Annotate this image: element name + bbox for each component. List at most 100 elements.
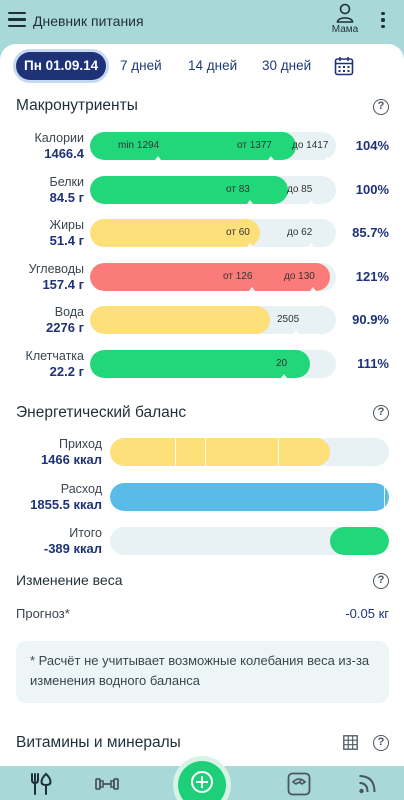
marker-tick xyxy=(310,287,316,291)
macro-target-marker: 20 xyxy=(276,358,288,369)
calendar-icon[interactable] xyxy=(334,56,354,76)
macro-value: 157.4 г xyxy=(42,277,84,292)
macro-percent: 90.9% xyxy=(352,312,389,327)
macro-value: 1466.4 xyxy=(44,146,84,161)
macro-value: 84.5 г xyxy=(49,190,84,205)
macro-percent: 121% xyxy=(355,269,389,284)
macro-name: Жиры xyxy=(49,218,84,232)
energy-help-icon[interactable]: ? xyxy=(373,405,389,421)
energy-label: Расход 1855.5 ккал xyxy=(14,482,102,512)
tab-30-days[interactable]: 30 дней xyxy=(262,58,312,73)
macro-target-marker: min 1294 xyxy=(118,140,160,151)
macro-percent: 85.7% xyxy=(352,225,389,240)
macro-label: Клетчатка 22.2 г xyxy=(16,349,84,379)
energy-progress-fill xyxy=(330,527,389,555)
energy-progress-fill xyxy=(110,483,389,511)
vitamins-title: Витамины и минералы xyxy=(16,734,181,751)
dumbbell-icon[interactable] xyxy=(92,770,122,798)
person-icon xyxy=(336,3,354,23)
macro-target-marker: до 1417 xyxy=(292,140,329,151)
profile-label: Мама xyxy=(331,24,359,35)
macro-progress-fill xyxy=(90,176,288,204)
marker-tick xyxy=(281,374,287,378)
macro-percent: 100% xyxy=(355,182,389,197)
profile-button[interactable]: Мама xyxy=(328,3,362,41)
energy-value: -389 ккал xyxy=(43,541,102,556)
marker-tick xyxy=(155,156,161,160)
energy-title: Энергетический баланс xyxy=(16,404,187,421)
macro-name: Калории xyxy=(34,131,84,145)
marker-tick xyxy=(308,243,314,247)
macro-target-marker: от 1377 xyxy=(237,140,272,151)
macro-target-marker: до 62 xyxy=(287,227,313,238)
marker-tick xyxy=(247,243,253,247)
macro-label: Белки 84.5 г xyxy=(16,175,85,205)
macro-value: 22.2 г xyxy=(49,364,84,379)
app-title: Дневник питания xyxy=(33,13,144,29)
energy-progress-bar[interactable] xyxy=(110,527,389,555)
marker-tick xyxy=(249,287,255,291)
energy-progress-bar[interactable] xyxy=(110,483,389,511)
macro-progress-fill xyxy=(90,219,260,247)
macro-progress-fill xyxy=(90,350,310,378)
macro-label: Вода 2276 г xyxy=(16,305,84,335)
tab-7-days[interactable]: 7 дней xyxy=(120,58,162,73)
food-icon[interactable] xyxy=(26,770,56,798)
macro-label: Калории 1466.4 xyxy=(16,131,84,161)
marker-tick xyxy=(293,330,299,334)
feed-icon[interactable] xyxy=(354,770,384,798)
app-bar: Дневник питания Мама xyxy=(0,0,404,44)
energy-value: 1466 ккал xyxy=(40,452,102,467)
more-vert-icon[interactable] xyxy=(378,12,388,32)
marker-tick xyxy=(308,200,314,204)
macro-name: Белки xyxy=(49,175,85,189)
macro-target-marker: от 126 xyxy=(223,271,253,282)
macro-progress-bar[interactable]: от 126 до 130 xyxy=(90,263,336,291)
macro-target-marker: до 85 xyxy=(287,184,313,195)
marker-tick xyxy=(247,200,253,204)
energy-name: Приход xyxy=(59,437,102,451)
add-icon xyxy=(191,771,213,793)
energy-progress-bar[interactable] xyxy=(110,438,389,466)
macros-title: Макронутриенты xyxy=(16,97,138,114)
scale-icon[interactable] xyxy=(284,770,314,798)
macro-progress-bar[interactable]: от 60 до 62 xyxy=(90,219,336,247)
macro-progress-bar[interactable]: 2505 xyxy=(90,306,336,334)
macro-value: 51.4 г xyxy=(49,233,84,248)
tab-day[interactable]: Пн 01.09.14 xyxy=(16,52,107,80)
macro-target-marker: от 83 xyxy=(226,184,250,195)
water-balance-note: * Расчёт не учитывает возможные колебани… xyxy=(16,641,389,703)
macro-progress-fill xyxy=(90,306,270,334)
add-button[interactable] xyxy=(178,761,226,800)
macro-value: 2276 г xyxy=(46,320,84,335)
macro-name: Клетчатка xyxy=(25,349,84,363)
period-tabs: Пн 01.09.14 7 дней 14 дней 30 дней xyxy=(0,52,404,80)
macro-name: Углеводы xyxy=(28,262,84,276)
macro-progress-bar[interactable]: от 83 до 85 xyxy=(90,176,336,204)
menu-icon[interactable] xyxy=(8,12,26,28)
macro-progress-fill xyxy=(90,263,330,291)
meal-segment-divider xyxy=(175,438,176,466)
macros-help-icon[interactable]: ? xyxy=(373,99,389,115)
energy-label: Приход 1466 ккал xyxy=(14,437,102,467)
segment-divider xyxy=(384,483,385,511)
weight-help-icon[interactable]: ? xyxy=(373,573,389,589)
tab-14-days[interactable]: 14 дней xyxy=(188,58,238,73)
vitamins-help-icon[interactable]: ? xyxy=(373,735,389,751)
macro-target-marker: 2505 xyxy=(277,314,300,325)
energy-label: Итого -389 ккал xyxy=(14,526,102,556)
macro-label: Углеводы 157.4 г xyxy=(16,262,84,292)
meal-segment-divider xyxy=(278,438,279,466)
macro-target-marker: от 60 xyxy=(226,227,250,238)
energy-name: Итого xyxy=(69,526,102,540)
macro-target-marker: до 130 xyxy=(284,271,315,282)
marker-tick xyxy=(324,156,330,160)
macro-progress-bar[interactable]: min 1294 от 1377 до 1417 xyxy=(90,132,336,160)
energy-value: 1855.5 ккал xyxy=(30,497,102,512)
macro-label: Жиры 51.4 г xyxy=(16,218,84,248)
forecast-value: -0.05 кг xyxy=(345,606,389,621)
table-icon[interactable] xyxy=(343,735,358,750)
meal-segment-divider xyxy=(205,438,206,466)
weight-title: Изменение веса xyxy=(16,572,123,588)
macro-progress-bar[interactable]: 20 xyxy=(90,350,336,378)
